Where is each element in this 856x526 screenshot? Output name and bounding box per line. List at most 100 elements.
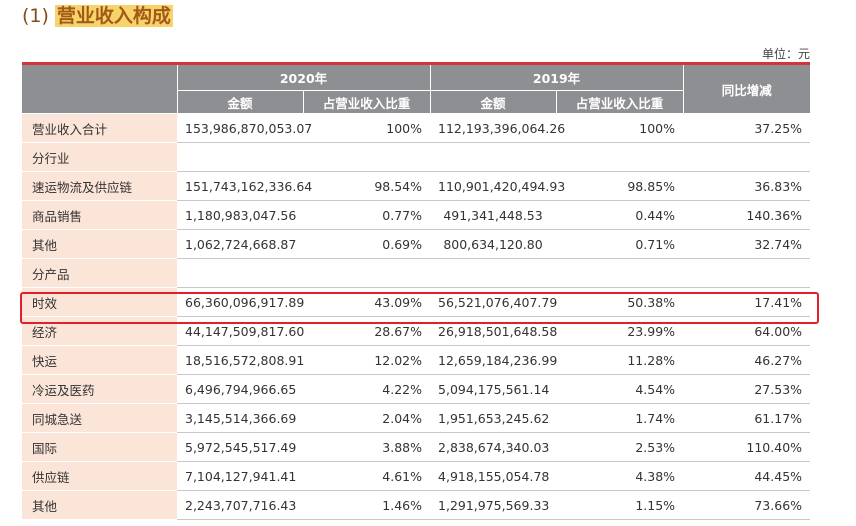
ratio-2019: 23.99% [556, 316, 684, 346]
ratio-2020: 0.77% [303, 200, 431, 230]
yoy-change: 27.53% [683, 374, 811, 404]
row-label: 经济 [22, 316, 177, 346]
ratio-2020: 28.67% [303, 316, 431, 346]
amount-2020: 151,743,162,336.64 [177, 171, 312, 201]
table-row: 快运 18,516,572,808.91 12.02% 12,659,184,236.… [22, 345, 811, 375]
row-label: 同城急送 [22, 403, 177, 433]
row-label: 国际 [22, 432, 177, 462]
yoy-change: 140.36% [683, 200, 811, 230]
table-row: 营业收入合计 153,986,870,053.07 100% 112,193,396,… [22, 113, 811, 143]
ratio-2020: 98.54% [303, 171, 431, 201]
row-label: 分产品 [22, 258, 177, 288]
yoy-change: 36.83% [683, 171, 811, 201]
yoy-change: 44.45% [683, 461, 811, 491]
ratio-2020 [303, 258, 431, 288]
yoy-change: 73.66% [683, 490, 811, 520]
amount-2019: 56,521,076,407.79 [430, 287, 557, 317]
row-label: 快运 [22, 345, 177, 375]
yoy-change: 110.40% [683, 432, 811, 462]
ratio-2019: 11.28% [556, 345, 684, 375]
yoy-change: 17.41% [683, 287, 811, 317]
amount-2020: 5,972,545,517.49 [177, 432, 303, 462]
section-title-text: 营业收入构成 [54, 5, 173, 27]
amount-2019: 112,193,396,064.26 [430, 113, 565, 143]
amount-2020: 7,104,127,941.41 [177, 461, 303, 491]
amount-2020: 18,516,572,808.91 [177, 345, 304, 375]
header-year-2019: 2019年 [429, 65, 684, 91]
amount-2019: 491,341,448.53 [430, 200, 557, 230]
table-row: 其他 1,062,724,668.87 0.69% 800,634,120.80 0.7… [22, 229, 811, 259]
header-ratio-2019: 占营业收入比重 [555, 90, 684, 114]
header-amount-2020: 金额 [176, 90, 303, 114]
ratio-2019: 50.38% [556, 287, 684, 317]
table-row: 时效 66,360,096,917.89 43.09% 56,521,076,407.… [22, 287, 811, 317]
header-year-2020: 2020年 [176, 65, 431, 91]
row-label: 营业收入合计 [22, 113, 177, 143]
ratio-2019: 2.53% [556, 432, 684, 462]
section-title: (1) 营业收入构成 [22, 4, 173, 28]
row-label: 商品销售 [22, 200, 177, 230]
row-label: 冷运及医药 [22, 374, 177, 404]
unit-label: 单位：元 [761, 47, 810, 61]
section-number: (1) [22, 5, 49, 27]
amount-2019: 4,918,155,054.78 [430, 461, 557, 491]
amount-2019: 26,918,501,648.58 [430, 316, 557, 346]
table-row: 商品销售 1,180,983,047.56 0.77% 491,341,448.53 0… [22, 200, 811, 230]
ratio-2020: 43.09% [303, 287, 431, 317]
amount-2019: 12,659,184,236.99 [430, 345, 557, 375]
yoy-change [683, 142, 811, 172]
ratio-2019 [556, 258, 684, 288]
table-row: 分行业 [22, 142, 811, 172]
ratio-2020 [303, 142, 431, 172]
table-row: 同城急送 3,145,514,366.69 2.04% 1,951,653,245.6… [22, 403, 811, 433]
ratio-2019: 4.38% [556, 461, 684, 491]
amount-2019: 110,901,420,494.93 [430, 171, 565, 201]
yoy-change: 46.27% [683, 345, 811, 375]
row-label: 其他 [22, 229, 177, 259]
ratio-2020: 3.88% [303, 432, 431, 462]
ratio-2019: 1.15% [556, 490, 684, 520]
table-row: 供应链 7,104,127,941.41 4.61% 4,918,155,054.78… [22, 461, 811, 491]
ratio-2019: 4.54% [556, 374, 684, 404]
ratio-2019: 0.44% [556, 200, 684, 230]
header-blank [22, 65, 177, 114]
amount-2020: 1,062,724,668.87 [177, 229, 303, 259]
ratio-2019: 98.85% [556, 171, 684, 201]
amount-2020: 66,360,096,917.89 [177, 287, 304, 317]
row-label: 其他 [22, 490, 177, 520]
amount-2020: 153,986,870,053.07 [177, 113, 312, 143]
yoy-change: 32.74% [683, 229, 811, 259]
header-yoy: 同比增减 [682, 65, 811, 114]
header-amount-2019: 金额 [429, 90, 557, 114]
amount-2019: 5,094,175,561.14 [430, 374, 557, 404]
amount-2019: 800,634,120.80 [430, 229, 557, 259]
table-row: 冷运及医药 6,496,794,966.65 4.22% 5,094,175,561.… [22, 374, 811, 404]
yoy-change: 61.17% [683, 403, 811, 433]
amount-2020: 1,180,983,047.56 [177, 200, 303, 230]
amount-2020: 2,243,707,716.43 [177, 490, 303, 520]
table-row: 速运物流及供应链 151,743,162,336.64 98.54% 110,901,… [22, 171, 811, 201]
table-body: 营业收入合计 153,986,870,053.07 100% 112,193,396,… [22, 113, 811, 520]
yoy-change [683, 258, 811, 288]
amount-2020: 44,147,509,817.60 [177, 316, 304, 346]
amount-2019 [430, 258, 557, 288]
row-label: 速运物流及供应链 [22, 171, 177, 201]
revenue-table: 2020年 2019年 同比增减 金额 占营业收入比重 金额 占营业收入比重 营… [22, 65, 811, 520]
amount-2020: 3,145,514,366.69 [177, 403, 303, 433]
row-label: 分行业 [22, 142, 177, 172]
amount-2020: 6,496,794,966.65 [177, 374, 303, 404]
ratio-2020: 4.61% [303, 461, 431, 491]
ratio-2020: 12.02% [303, 345, 431, 375]
ratio-2019 [556, 142, 684, 172]
amount-2020 [177, 142, 303, 172]
table-row: 国际 5,972,545,517.49 3.88% 2,838,674,340.03 2… [22, 432, 811, 462]
row-label: 时效 [22, 287, 177, 317]
ratio-2020: 1.46% [303, 490, 431, 520]
table-row: 经济 44,147,509,817.60 28.67% 26,918,501,648.… [22, 316, 811, 346]
row-label: 供应链 [22, 461, 177, 491]
ratio-2020: 0.69% [303, 229, 431, 259]
amount-2020 [177, 258, 303, 288]
yoy-change: 37.25% [683, 113, 811, 143]
yoy-change: 64.00% [683, 316, 811, 346]
table-row: 分产品 [22, 258, 811, 288]
